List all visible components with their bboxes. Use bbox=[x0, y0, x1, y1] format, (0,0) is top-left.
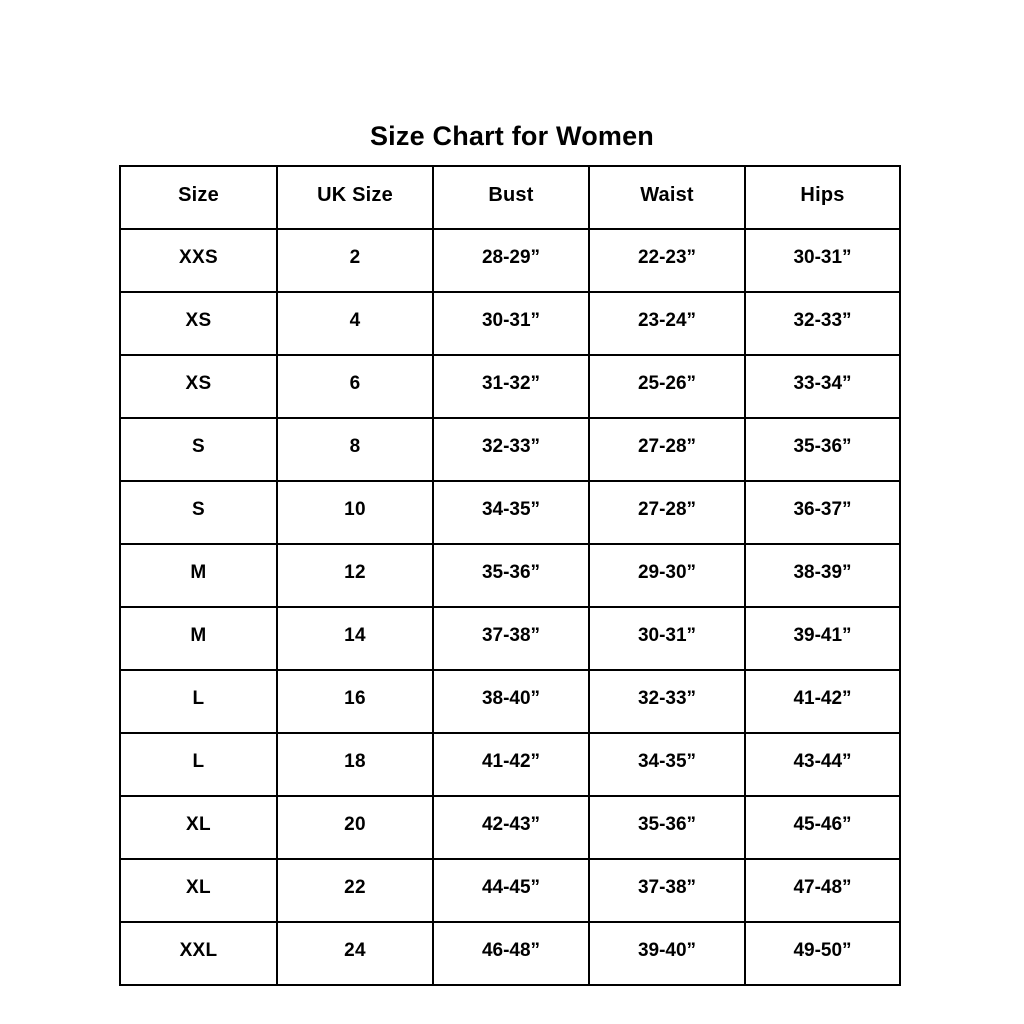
cell-size: XXL bbox=[119, 921, 278, 986]
cell-size: XXS bbox=[119, 228, 278, 293]
table-row: L 16 38-40” 32-33” 41-42” bbox=[119, 669, 901, 734]
cell-uk-size: 16 bbox=[276, 669, 434, 734]
cell-waist: 27-28” bbox=[588, 480, 746, 545]
cell-bust: 38-40” bbox=[432, 669, 590, 734]
cell-waist: 22-23” bbox=[588, 228, 746, 293]
cell-hips: 33-34” bbox=[744, 354, 901, 419]
size-table-container: Size UK Size Bust Waist Hips XXS 2 28-29” 2… bbox=[119, 165, 901, 986]
table-row: XL 22 44-45” 37-38” 47-48” bbox=[119, 858, 901, 923]
table-row: M 12 35-36” 29-30” 38-39” bbox=[119, 543, 901, 608]
cell-waist: 34-35” bbox=[588, 732, 746, 797]
cell-uk-size: 14 bbox=[276, 606, 434, 671]
cell-bust: 37-38” bbox=[432, 606, 590, 671]
cell-waist: 30-31” bbox=[588, 606, 746, 671]
cell-bust: 44-45” bbox=[432, 858, 590, 923]
table-row: XXL 24 46-48” 39-40” 49-50” bbox=[119, 921, 901, 986]
cell-hips: 32-33” bbox=[744, 291, 901, 356]
size-chart-table: Size UK Size Bust Waist Hips XXS 2 28-29” 2… bbox=[119, 165, 901, 986]
cell-uk-size: 10 bbox=[276, 480, 434, 545]
cell-uk-size: 24 bbox=[276, 921, 434, 986]
cell-uk-size: 18 bbox=[276, 732, 434, 797]
cell-size: XS bbox=[119, 291, 278, 356]
cell-hips: 49-50” bbox=[744, 921, 901, 986]
cell-waist: 23-24” bbox=[588, 291, 746, 356]
cell-waist: 37-38” bbox=[588, 858, 746, 923]
cell-uk-size: 8 bbox=[276, 417, 434, 482]
cell-size: L bbox=[119, 669, 278, 734]
cell-bust: 31-32” bbox=[432, 354, 590, 419]
cell-waist: 27-28” bbox=[588, 417, 746, 482]
cell-hips: 41-42” bbox=[744, 669, 901, 734]
cell-hips: 35-36” bbox=[744, 417, 901, 482]
cell-waist: 35-36” bbox=[588, 795, 746, 860]
cell-uk-size: 2 bbox=[276, 228, 434, 293]
cell-hips: 38-39” bbox=[744, 543, 901, 608]
cell-uk-size: 22 bbox=[276, 858, 434, 923]
table-row: L 18 41-42” 34-35” 43-44” bbox=[119, 732, 901, 797]
cell-bust: 42-43” bbox=[432, 795, 590, 860]
cell-size: M bbox=[119, 543, 278, 608]
cell-size: M bbox=[119, 606, 278, 671]
table-row: XL 20 42-43” 35-36” 45-46” bbox=[119, 795, 901, 860]
column-header-hips: Hips bbox=[744, 165, 901, 230]
table-row: XS 4 30-31” 23-24” 32-33” bbox=[119, 291, 901, 356]
cell-bust: 28-29” bbox=[432, 228, 590, 293]
cell-bust: 46-48” bbox=[432, 921, 590, 986]
cell-uk-size: 6 bbox=[276, 354, 434, 419]
cell-size: XL bbox=[119, 795, 278, 860]
cell-bust: 41-42” bbox=[432, 732, 590, 797]
cell-size: L bbox=[119, 732, 278, 797]
cell-hips: 45-46” bbox=[744, 795, 901, 860]
cell-size: XS bbox=[119, 354, 278, 419]
cell-waist: 25-26” bbox=[588, 354, 746, 419]
cell-uk-size: 20 bbox=[276, 795, 434, 860]
cell-hips: 47-48” bbox=[744, 858, 901, 923]
page-title: Size Chart for Women bbox=[369, 121, 655, 152]
cell-hips: 43-44” bbox=[744, 732, 901, 797]
cell-size: S bbox=[119, 417, 278, 482]
cell-uk-size: 4 bbox=[276, 291, 434, 356]
size-table-body: XXS 2 28-29” 22-23” 30-31” XS 4 30-31” 23-24” 32-… bbox=[119, 228, 901, 986]
cell-hips: 39-41” bbox=[744, 606, 901, 671]
column-header-size: Size bbox=[119, 165, 278, 230]
column-header-uk-size: UK Size bbox=[276, 165, 434, 230]
cell-waist: 39-40” bbox=[588, 921, 746, 986]
column-header-bust: Bust bbox=[432, 165, 590, 230]
table-header-row: Size UK Size Bust Waist Hips bbox=[119, 165, 901, 230]
cell-bust: 30-31” bbox=[432, 291, 590, 356]
table-row: M 14 37-38” 30-31” 39-41” bbox=[119, 606, 901, 671]
cell-size: XL bbox=[119, 858, 278, 923]
cell-bust: 32-33” bbox=[432, 417, 590, 482]
cell-waist: 29-30” bbox=[588, 543, 746, 608]
cell-uk-size: 12 bbox=[276, 543, 434, 608]
cell-bust: 34-35” bbox=[432, 480, 590, 545]
table-row: S 10 34-35” 27-28” 36-37” bbox=[119, 480, 901, 545]
table-row: XXS 2 28-29” 22-23” 30-31” bbox=[119, 228, 901, 293]
cell-hips: 36-37” bbox=[744, 480, 901, 545]
cell-bust: 35-36” bbox=[432, 543, 590, 608]
cell-hips: 30-31” bbox=[744, 228, 901, 293]
table-row: S 8 32-33” 27-28” 35-36” bbox=[119, 417, 901, 482]
cell-size: S bbox=[119, 480, 278, 545]
column-header-waist: Waist bbox=[588, 165, 746, 230]
table-row: XS 6 31-32” 25-26” 33-34” bbox=[119, 354, 901, 419]
cell-waist: 32-33” bbox=[588, 669, 746, 734]
